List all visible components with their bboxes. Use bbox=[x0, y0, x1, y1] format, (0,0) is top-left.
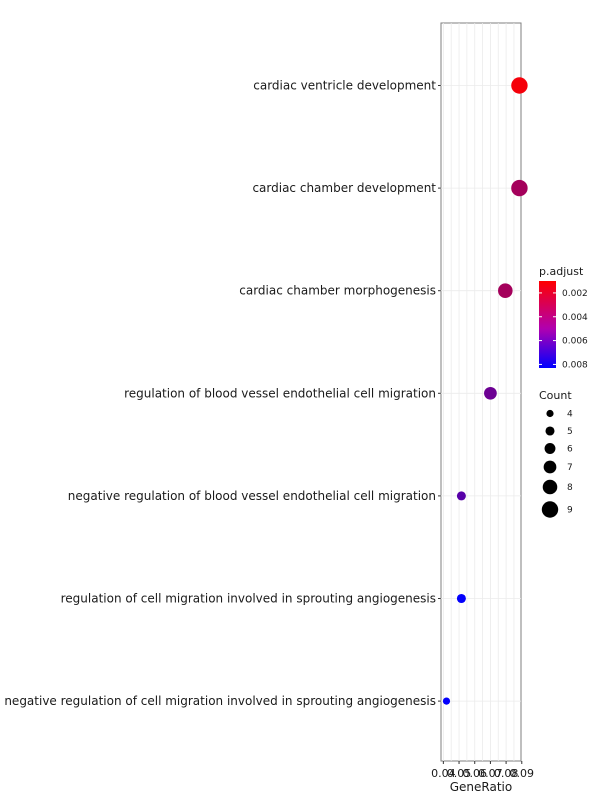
x-tick-label: 0.06 bbox=[462, 767, 487, 780]
x-axis-ticks: 0.040.050.060.070.080.09 bbox=[431, 761, 534, 780]
size-legend-label: 7 bbox=[567, 463, 573, 473]
color-legend-title: p.adjust bbox=[539, 265, 584, 278]
color-bar-ticks: 0.002 0.004 0.006 0.008 bbox=[539, 289, 588, 370]
data-point bbox=[498, 283, 513, 298]
data-point bbox=[484, 386, 497, 400]
data-points bbox=[442, 77, 528, 705]
data-point bbox=[511, 77, 528, 94]
data-point bbox=[442, 697, 451, 705]
data-point bbox=[456, 593, 466, 604]
x-tick-label: 0.05 bbox=[447, 767, 472, 780]
term-label: negative regulation of cell migration in… bbox=[4, 694, 436, 708]
size-legend-label: 6 bbox=[567, 445, 573, 455]
x-tick-label: 0.09 bbox=[510, 767, 535, 780]
term-label: regulation of cell migration involved in… bbox=[61, 592, 436, 606]
x-tick-label: 0.08 bbox=[494, 767, 519, 780]
x-tick-label: 0.07 bbox=[478, 767, 503, 780]
size-legend-key bbox=[545, 426, 555, 436]
color-bar bbox=[539, 281, 556, 368]
size-legend: Count 4 5 6 7 8 9 bbox=[539, 389, 573, 518]
x-axis-title: GeneRatio bbox=[450, 780, 512, 794]
size-legend-label: 9 bbox=[567, 506, 573, 516]
plot-panel bbox=[440, 22, 522, 762]
term-label: regulation of blood vessel endothelial c… bbox=[124, 386, 436, 400]
size-legend-key bbox=[541, 501, 559, 518]
color-bar-label: 0.008 bbox=[562, 360, 588, 370]
size-legend-keys: 4 5 6 7 8 9 bbox=[541, 409, 573, 518]
color-bar-label: 0.002 bbox=[562, 289, 588, 299]
color-legend: p.adjust 0.002 0.004 0.006 0.008 bbox=[539, 265, 588, 370]
data-point bbox=[456, 491, 466, 501]
term-label: negative regulation of blood vessel endo… bbox=[68, 489, 436, 503]
size-legend-key bbox=[543, 460, 557, 474]
size-legend-key bbox=[546, 409, 554, 418]
term-label: cardiac chamber morphogenesis bbox=[239, 284, 436, 298]
x-tick-label: 0.04 bbox=[431, 767, 456, 780]
size-legend-key bbox=[544, 443, 556, 454]
color-bar-label: 0.006 bbox=[562, 337, 588, 347]
size-legend-label: 5 bbox=[567, 427, 573, 437]
color-bar-label: 0.004 bbox=[562, 313, 588, 323]
size-legend-title: Count bbox=[539, 389, 572, 402]
size-legend-label: 8 bbox=[567, 483, 573, 493]
term-label: cardiac chamber development bbox=[252, 181, 436, 195]
size-legend-key bbox=[542, 479, 558, 495]
data-point bbox=[511, 179, 528, 197]
size-legend-label: 4 bbox=[567, 410, 573, 420]
y-axis-term-labels: cardiac ventricle development cardiac cha… bbox=[4, 79, 441, 708]
term-label: cardiac ventricle development bbox=[253, 79, 436, 93]
